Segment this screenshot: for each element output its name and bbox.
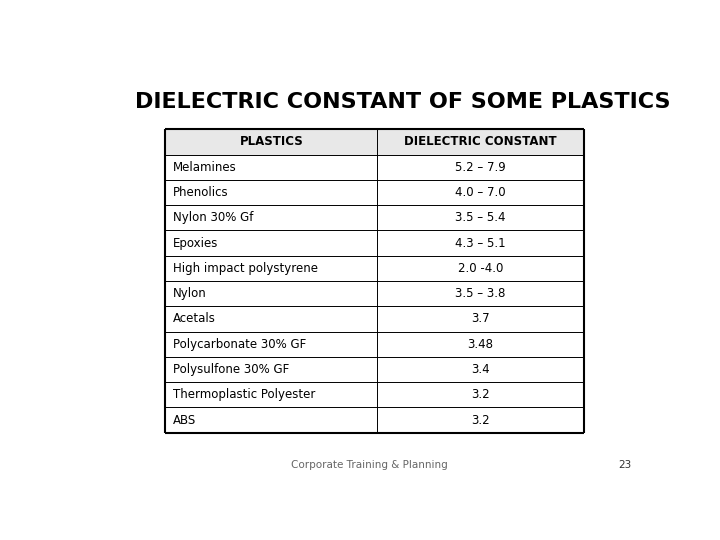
Text: 5.2 – 7.9: 5.2 – 7.9 bbox=[455, 161, 506, 174]
Text: Polysulfone 30% GF: Polysulfone 30% GF bbox=[173, 363, 289, 376]
Text: 3.2: 3.2 bbox=[472, 414, 490, 427]
Text: 3.48: 3.48 bbox=[467, 338, 494, 351]
Text: 3.2: 3.2 bbox=[472, 388, 490, 401]
Text: Epoxies: Epoxies bbox=[173, 237, 218, 249]
Text: Nylon 30% Gf: Nylon 30% Gf bbox=[173, 211, 253, 224]
Text: High impact polystyrene: High impact polystyrene bbox=[173, 262, 318, 275]
Text: DIELECTRIC CONSTANT: DIELECTRIC CONSTANT bbox=[405, 136, 557, 148]
Text: 3.5 – 5.4: 3.5 – 5.4 bbox=[455, 211, 506, 224]
Text: 2.0 -4.0: 2.0 -4.0 bbox=[458, 262, 503, 275]
Text: 3.7: 3.7 bbox=[472, 313, 490, 326]
Text: 4.3 – 5.1: 4.3 – 5.1 bbox=[455, 237, 506, 249]
Text: 4.0 – 7.0: 4.0 – 7.0 bbox=[455, 186, 506, 199]
Text: Melamines: Melamines bbox=[173, 161, 236, 174]
Bar bbox=[166, 129, 584, 154]
Text: Corporate Training & Planning: Corporate Training & Planning bbox=[291, 460, 447, 470]
Text: 3.4: 3.4 bbox=[472, 363, 490, 376]
Text: ABS: ABS bbox=[173, 414, 196, 427]
Text: 23: 23 bbox=[618, 460, 631, 470]
Text: PLASTICS: PLASTICS bbox=[240, 136, 303, 148]
Text: 3.5 – 3.8: 3.5 – 3.8 bbox=[456, 287, 505, 300]
Text: DIELECTRIC CONSTANT OF SOME PLASTICS: DIELECTRIC CONSTANT OF SOME PLASTICS bbox=[135, 92, 670, 112]
Text: Polycarbonate 30% GF: Polycarbonate 30% GF bbox=[173, 338, 306, 351]
Text: Thermoplastic Polyester: Thermoplastic Polyester bbox=[173, 388, 315, 401]
Text: Phenolics: Phenolics bbox=[173, 186, 228, 199]
Text: Nylon: Nylon bbox=[173, 287, 207, 300]
Text: Acetals: Acetals bbox=[173, 313, 215, 326]
